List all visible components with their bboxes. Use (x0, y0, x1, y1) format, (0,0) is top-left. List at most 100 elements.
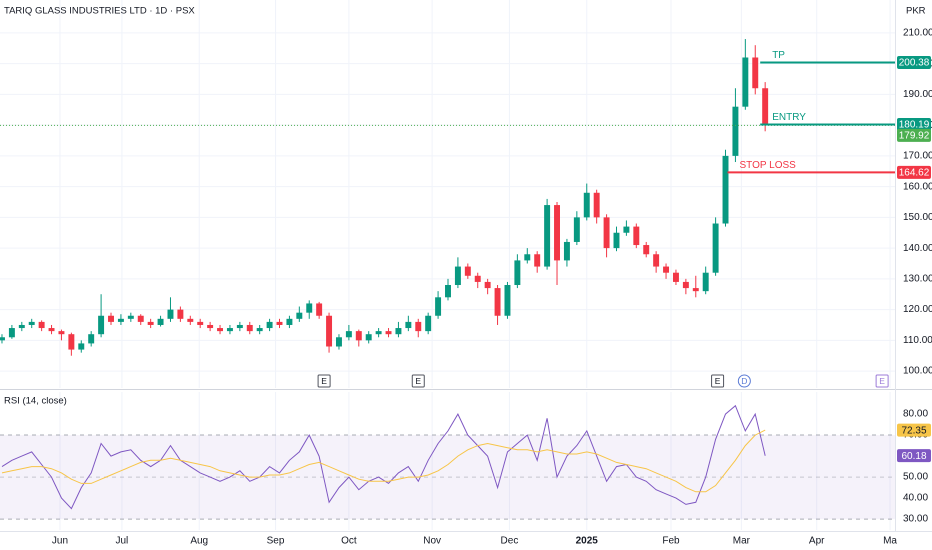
chart-title: TARIQ GLASS INDUSTRIES LTD · 1D · PSX (4, 6, 195, 17)
x-tick-label: Jul (116, 536, 129, 547)
candle-body (147, 321, 154, 325)
candle-body (137, 315, 144, 322)
candle-body (187, 318, 194, 322)
x-tick-label: Apr (809, 536, 825, 547)
candle-body (167, 309, 174, 319)
candle-body (127, 315, 134, 319)
rsi-value-label-box (897, 423, 931, 437)
x-tick-label: Oct (341, 536, 357, 547)
candle-body (48, 328, 55, 332)
rsi-value-label-box (897, 449, 931, 463)
rsi-tick-label: 30.00 (903, 514, 928, 525)
y-tick-label: 130.00 (903, 273, 932, 284)
y-tick-label: 140.00 (903, 243, 932, 254)
candle-body (98, 315, 105, 335)
x-tick-label: Dec (501, 536, 519, 547)
y-tick-label: 150.00 (903, 212, 932, 223)
x-tick-label: Feb (662, 536, 680, 547)
y-tick-label: 160.00 (903, 181, 932, 192)
candle-body (286, 318, 293, 325)
event-label: E (415, 376, 421, 386)
x-tick-label: Ma (883, 536, 897, 547)
candle-body (712, 223, 719, 273)
candle-body (692, 288, 699, 292)
y-tick-label: 120.00 (903, 304, 932, 315)
candle-body (316, 303, 323, 316)
candle-body (306, 303, 313, 313)
level-value-label-box (897, 55, 931, 69)
candle-body (514, 260, 521, 286)
candle-body (395, 328, 402, 335)
y-tick-label: 100.00 (903, 366, 932, 377)
candle-body (68, 334, 75, 350)
candle-body (435, 297, 442, 316)
last-price-label: 179.92 (899, 131, 930, 142)
level-value-label: 180.19 (899, 120, 930, 131)
candle-body (573, 217, 580, 242)
candle-body (38, 321, 45, 329)
rsi-value-label: 60.18 (901, 451, 926, 462)
candle-body (702, 272, 709, 292)
level-value-label: 164.62 (899, 168, 930, 179)
candle-body (0, 337, 5, 341)
candle-body (752, 57, 759, 89)
rsi-value-label: 72.35 (901, 425, 926, 436)
rsi-tick-label: 50.00 (903, 472, 928, 483)
candle-body (88, 334, 95, 344)
y-tick-label: 170.00 (903, 151, 932, 162)
candle-body (643, 245, 650, 255)
candle-body (563, 241, 570, 261)
candle-body (474, 275, 481, 282)
rsi-tick-label: 80.00 (903, 409, 928, 420)
candle-body (296, 312, 303, 319)
candle-body (633, 226, 640, 246)
candle-body (58, 331, 65, 335)
candle-body (335, 337, 342, 347)
rsi-tick-label: 40.00 (903, 493, 928, 504)
x-tick-label: Sep (267, 536, 285, 547)
candle-body (722, 155, 729, 224)
candle-body (18, 324, 25, 329)
candle-body (464, 266, 471, 276)
candle-body (276, 321, 283, 325)
event-label: E (321, 376, 327, 386)
candle-body (682, 281, 689, 289)
candle-body (365, 334, 372, 341)
candle-body (534, 254, 541, 267)
candle-body (375, 331, 382, 335)
candle-body (484, 281, 491, 289)
level-value-label-box (897, 165, 931, 179)
event-label: E (879, 376, 885, 386)
event-marker (737, 374, 751, 388)
event-marker (411, 374, 425, 388)
level-value-label-box (897, 118, 931, 132)
candle-body (355, 331, 362, 341)
x-tick-label: 2025 (576, 536, 599, 547)
candle-body (28, 321, 35, 325)
rsi-line (1, 404, 766, 510)
candle-body (623, 226, 630, 233)
candle-body (732, 106, 739, 156)
candle-body (454, 266, 461, 286)
rsi-title: RSI (14, close) (4, 396, 67, 407)
level-name: ENTRY (772, 112, 806, 123)
candle-body (345, 331, 352, 338)
x-tick-label: Jun (52, 536, 68, 547)
candle-body (554, 205, 560, 261)
event-label: E (715, 376, 721, 386)
candle-body (583, 192, 590, 218)
x-tick-label: Aug (190, 536, 208, 547)
level-name: TP (772, 50, 785, 61)
candle-body (385, 331, 392, 335)
candle-body (197, 321, 204, 325)
y-tick-label: 190.00 (903, 89, 932, 100)
candle-body (157, 318, 164, 325)
candle-body (544, 205, 551, 267)
candle-body (217, 328, 224, 332)
candle-body (177, 309, 184, 319)
candle-body (663, 266, 670, 273)
y-tick-label: 110.00 (903, 335, 932, 346)
candle-body (207, 324, 214, 329)
candle-body (425, 315, 432, 332)
